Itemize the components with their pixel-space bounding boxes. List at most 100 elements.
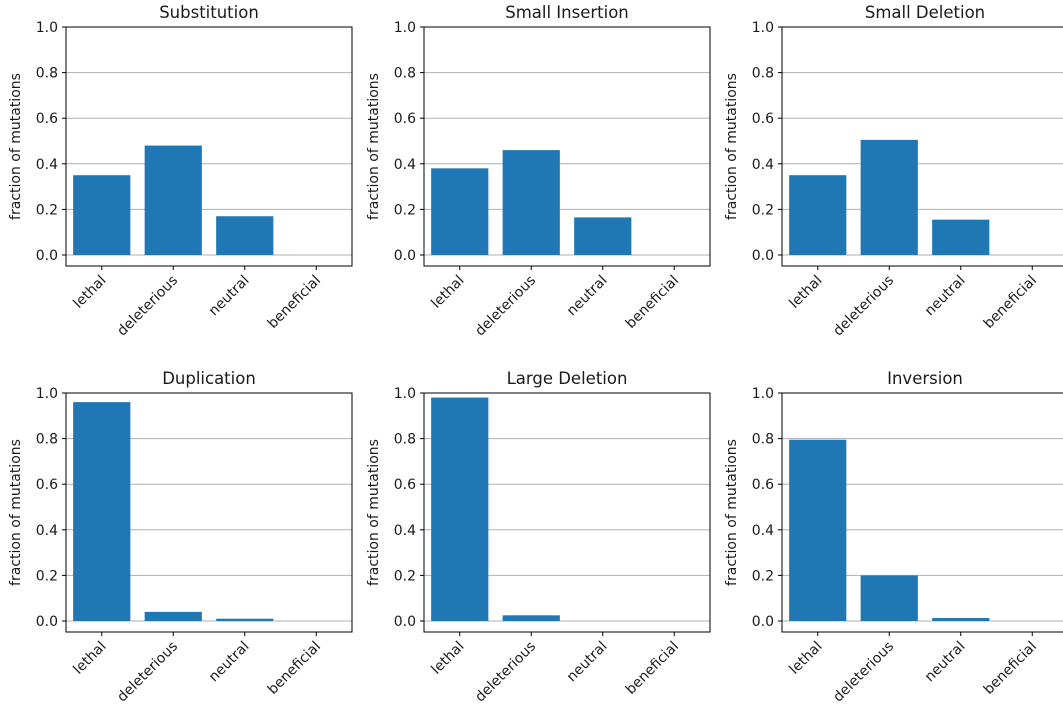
x-tick-label: beneficial xyxy=(623,273,682,332)
y-tick-label: 0.8 xyxy=(36,66,58,82)
x-tick-label: lethal xyxy=(70,273,109,312)
subplot: 0.0 0.2 0.4 0.6 0.8 1.0 lethal deleterious neutr… xyxy=(366,369,711,706)
y-axis-label: fraction of mutations xyxy=(724,73,740,220)
y-tick-label: 0.6 xyxy=(36,111,58,127)
y-tick-label: 1.0 xyxy=(394,20,416,36)
y-tick-label: 0.2 xyxy=(394,202,416,218)
bar-deleterious xyxy=(860,575,918,621)
y-tick-label: 0.0 xyxy=(394,248,416,264)
y-tick-label: 0.4 xyxy=(752,523,774,539)
x-tick-label: deleterious xyxy=(830,273,897,340)
y-tick-label: 0.4 xyxy=(36,523,58,539)
bar-neutral xyxy=(574,217,632,255)
y-tick-label: 0.8 xyxy=(752,66,774,82)
y-tick-label: 0.4 xyxy=(36,157,58,173)
subplot: 0.0 0.2 0.4 0.6 0.8 1.0 lethal deleterious neutr… xyxy=(724,369,1063,705)
y-tick-label: 0.0 xyxy=(752,614,774,630)
x-tick-label: lethal xyxy=(786,639,825,678)
bar-lethal xyxy=(431,397,489,621)
subplot: 0.0 0.2 0.4 0.6 0.8 1.0 lethal deleterious neutr… xyxy=(8,369,353,706)
x-tick-label: neutral xyxy=(922,273,969,320)
axes-frame xyxy=(781,26,1063,267)
bar-neutral xyxy=(216,216,274,255)
subplot-title: Small Insertion xyxy=(505,3,629,22)
y-tick-label: 0.6 xyxy=(394,477,416,493)
x-tick-label: neutral xyxy=(206,273,253,320)
y-axis-label: fraction of mutations xyxy=(8,439,24,586)
y-tick-label: 0.4 xyxy=(394,157,416,173)
bar-neutral xyxy=(932,618,990,621)
x-tick-label: deleterious xyxy=(472,273,539,340)
y-tick-label: 0.6 xyxy=(752,477,774,493)
y-tick-label: 1.0 xyxy=(752,20,774,36)
subplot-title: Small Deletion xyxy=(865,3,985,22)
x-tick-label: lethal xyxy=(428,273,467,312)
bar-deleterious xyxy=(502,150,560,255)
y-tick-label: 0.2 xyxy=(752,202,774,218)
bar-deleterious xyxy=(144,611,202,621)
x-tick-label: beneficial xyxy=(265,639,324,698)
subplot-title: Inversion xyxy=(887,369,963,388)
y-tick-label: 0.6 xyxy=(752,111,774,127)
y-tick-label: 0.8 xyxy=(394,66,416,82)
bar-lethal xyxy=(789,175,847,255)
x-tick-label: neutral xyxy=(564,273,611,320)
x-tick-label: neutral xyxy=(564,639,611,686)
y-tick-label: 0.8 xyxy=(752,432,774,448)
y-tick-label: 0.6 xyxy=(394,111,416,127)
axes-frame xyxy=(65,26,353,267)
subplot-title: Duplication xyxy=(162,369,256,388)
y-tick-label: 1.0 xyxy=(36,386,58,402)
axes-frame xyxy=(423,392,711,633)
x-tick-label: lethal xyxy=(70,639,109,678)
y-tick-label: 0.2 xyxy=(752,568,774,584)
bar-lethal xyxy=(431,168,489,255)
subplot-title: Large Deletion xyxy=(507,369,628,388)
bar-lethal xyxy=(789,439,847,621)
y-axis-label: fraction of mutations xyxy=(366,73,382,220)
axes-frame xyxy=(781,392,1063,633)
x-tick-label: neutral xyxy=(206,639,253,686)
x-tick-label: deleterious xyxy=(114,273,181,340)
y-tick-label: 0.8 xyxy=(394,432,416,448)
y-tick-label: 0.0 xyxy=(394,614,416,630)
bar-deleterious xyxy=(144,145,202,255)
y-tick-label: 0.4 xyxy=(752,157,774,173)
x-tick-label: beneficial xyxy=(623,639,682,698)
x-tick-label: deleterious xyxy=(830,639,897,706)
subplot: 0.0 0.2 0.4 0.6 0.8 1.0 lethal deleterious neutr… xyxy=(366,3,711,340)
y-tick-label: 0.0 xyxy=(36,248,58,264)
y-tick-label: 0.0 xyxy=(752,248,774,264)
subplot: 0.0 0.2 0.4 0.6 0.8 1.0 lethal deleterious neutr… xyxy=(724,3,1063,339)
axes-frame xyxy=(423,26,711,267)
x-tick-label: deleterious xyxy=(114,639,181,706)
bar-lethal xyxy=(73,175,131,255)
y-tick-label: 0.2 xyxy=(36,568,58,584)
x-tick-label: beneficial xyxy=(265,273,324,332)
y-axis-label: fraction of mutations xyxy=(724,439,740,586)
y-tick-label: 1.0 xyxy=(394,386,416,402)
y-tick-label: 0.4 xyxy=(394,523,416,539)
y-tick-label: 0.0 xyxy=(36,614,58,630)
x-tick-label: deleterious xyxy=(472,639,539,706)
bar-lethal xyxy=(73,402,131,621)
y-tick-label: 1.0 xyxy=(36,20,58,36)
subplot-title: Substitution xyxy=(159,3,259,22)
y-tick-label: 0.2 xyxy=(36,202,58,218)
y-tick-label: 0.8 xyxy=(36,432,58,448)
y-tick-label: 0.6 xyxy=(36,477,58,493)
x-tick-label: lethal xyxy=(786,273,825,312)
x-tick-label: lethal xyxy=(428,639,467,678)
x-tick-label: neutral xyxy=(922,639,969,686)
bar-deleterious xyxy=(502,615,560,621)
bar-neutral xyxy=(216,618,274,621)
y-tick-label: 0.2 xyxy=(394,568,416,584)
axes-frame xyxy=(65,392,353,633)
bar-neutral xyxy=(932,219,990,255)
y-axis-label: fraction of mutations xyxy=(366,439,382,586)
subplot: 0.0 0.2 0.4 0.6 0.8 1.0 lethal deleterious neutr… xyxy=(8,3,353,340)
x-tick-label: beneficial xyxy=(981,639,1040,698)
bar-deleterious xyxy=(860,139,918,255)
x-tick-label: beneficial xyxy=(981,273,1040,332)
